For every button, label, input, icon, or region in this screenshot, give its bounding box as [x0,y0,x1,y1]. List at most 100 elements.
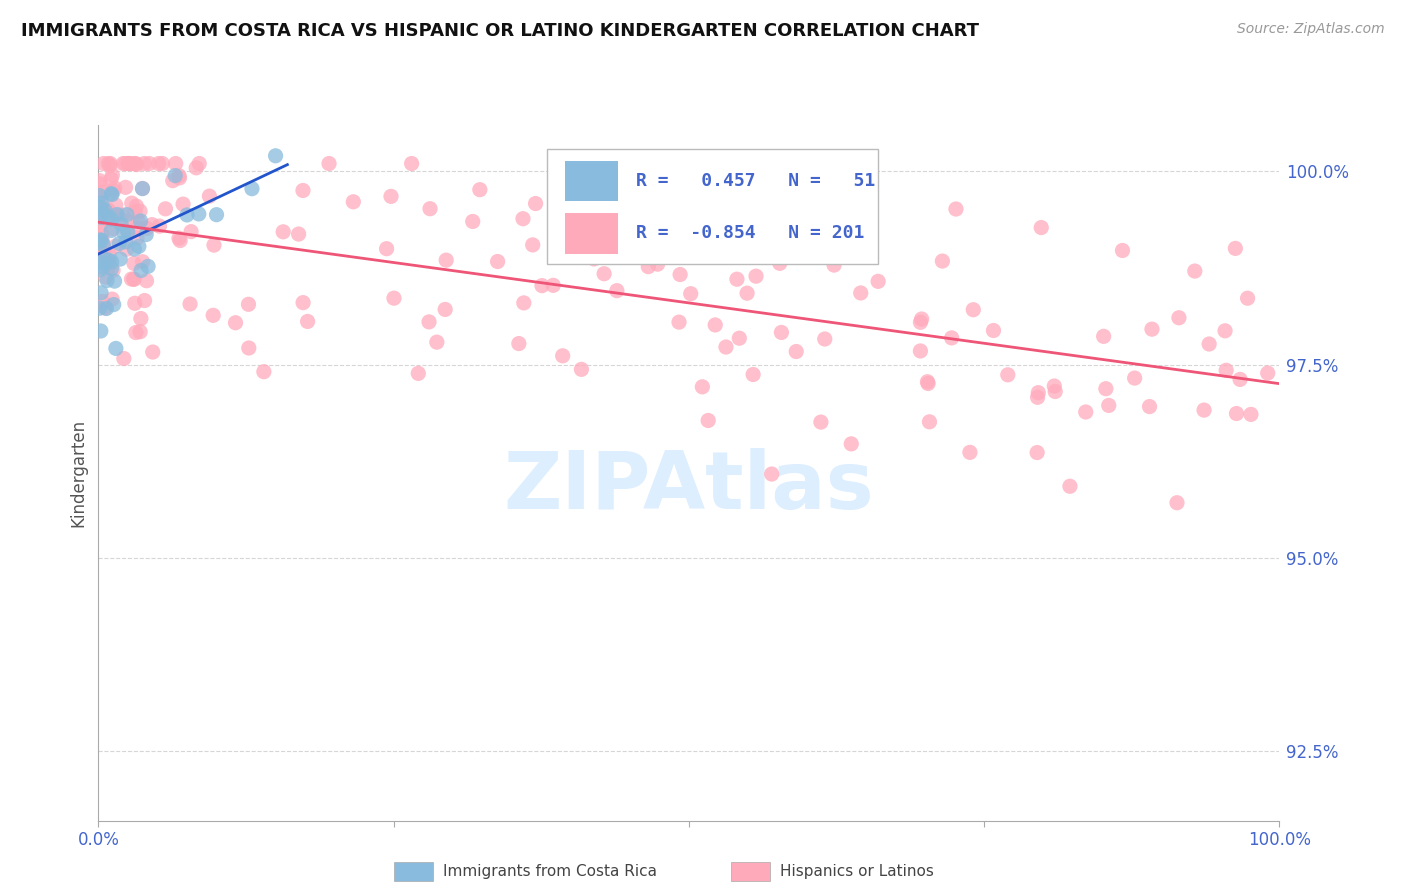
Point [131,254,153,268]
Text: Source: ZipAtlas.com: Source: ZipAtlas.com [1237,22,1385,37]
Point [93,245,115,260]
Point [728,331,751,345]
Text: IMMIGRANTS FROM COSTA RICA VS HISPANIC OR LATINO KINDERGARTEN CORRELATION CHART: IMMIGRANTS FROM COSTA RICA VS HISPANIC O… [21,22,979,40]
Point [120,156,142,170]
Point [100,261,122,276]
Point [100,223,122,237]
Point [90,245,112,260]
Point [172,197,194,211]
Point [100,255,122,269]
Point [142,345,165,359]
Y-axis label: Kindergarten: Kindergarten [69,418,87,527]
Point [89,213,111,227]
Point [524,196,547,211]
Point [104,239,127,253]
Point [104,198,127,212]
Point [264,149,287,163]
Point [112,156,135,170]
Point [179,297,201,311]
Point [699,221,721,235]
Point [134,293,156,308]
Point [129,204,152,219]
Point [176,208,198,222]
Point [1123,371,1146,385]
Point [91,294,114,309]
Point [131,181,153,195]
Point [104,342,127,356]
Point [97,210,120,224]
Point [103,274,125,288]
Point [1098,398,1121,412]
Point [108,236,131,251]
Point [997,368,1019,382]
Point [129,263,152,277]
Point [89,263,111,277]
Point [89,301,111,316]
Point [94,301,117,315]
Point [122,272,145,286]
Point [103,184,125,198]
Point [735,286,758,301]
Point [669,268,692,282]
Point [129,311,152,326]
Point [582,252,605,266]
Point [105,209,128,223]
Point [150,156,173,170]
Point [240,182,263,196]
Point [90,324,112,338]
Point [169,234,191,248]
Point [98,156,121,170]
Point [380,189,402,203]
Point [93,204,115,219]
Point [1059,479,1081,493]
Point [148,219,170,233]
Point [93,185,115,199]
Point [513,296,536,310]
Point [97,156,120,170]
Point [134,156,156,170]
Point [115,208,138,222]
Point [101,263,124,277]
Point [97,260,120,275]
Point [89,240,111,254]
Point [100,212,122,227]
Point [120,272,142,286]
Point [124,205,146,219]
Point [136,260,159,274]
Point [128,221,150,235]
Point [419,202,441,216]
Point [169,170,191,185]
Point [770,326,793,340]
Point [1092,329,1115,343]
Point [90,248,112,262]
Point [761,467,783,481]
Point [1213,324,1236,338]
Point [124,156,146,170]
Point [141,218,163,232]
Point [945,202,967,216]
Point [89,177,111,191]
Point [91,233,114,247]
Point [93,207,115,221]
Point [105,207,128,221]
Point [530,278,553,293]
Point [187,207,209,221]
Point [90,255,112,269]
Point [98,247,121,261]
Point [202,309,225,323]
Point [89,200,111,214]
Point [692,380,714,394]
Text: R =   0.457   N =   51: R = 0.457 N = 51 [636,172,875,190]
Point [186,161,208,175]
Point [1074,405,1097,419]
Point [522,238,544,252]
Point [551,349,574,363]
Point [100,186,122,201]
Point [342,194,364,209]
Point [96,255,118,269]
Point [868,274,890,288]
Point [917,376,939,391]
Point [91,260,114,274]
Point [129,214,152,228]
Point [90,196,112,211]
